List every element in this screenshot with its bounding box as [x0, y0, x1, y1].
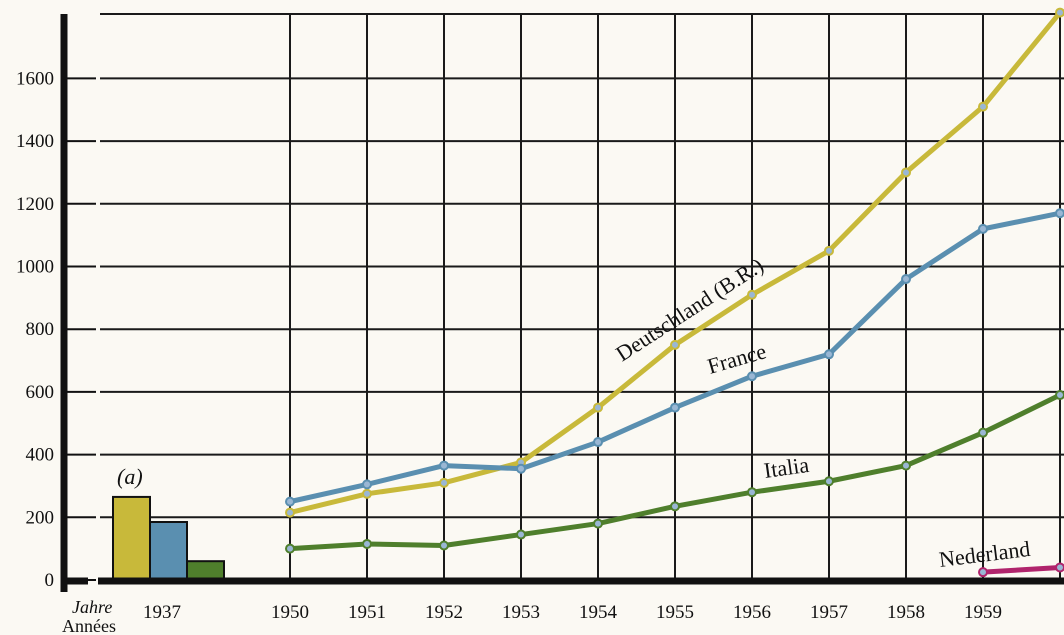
- data-point: [1055, 7, 1064, 18]
- data-point: [439, 477, 449, 488]
- series-label: Nederland: [938, 536, 1032, 572]
- x-tick-label: 1951: [348, 602, 386, 623]
- data-point: [439, 460, 449, 471]
- tick-labels: 0 200 400 600 800 1000 1200 1400 1600 1950 1951 195…: [16, 68, 1002, 623]
- data-point: [1055, 390, 1064, 401]
- data-point: [978, 101, 988, 112]
- series-lines: [285, 7, 1064, 578]
- data-point: [901, 167, 911, 178]
- data-point: [670, 402, 680, 413]
- x-tick-label: 1950: [271, 602, 309, 623]
- x-tick-1937: 1937: [143, 602, 181, 623]
- data-point: [670, 339, 680, 350]
- data-point: [516, 463, 526, 474]
- y-tick-label: 200: [26, 507, 55, 528]
- data-point: [747, 371, 757, 382]
- data-point: [285, 543, 295, 554]
- data-point: [593, 402, 603, 413]
- x-tick-label: 1954: [579, 602, 618, 623]
- x-tick-label: 1953: [502, 602, 540, 623]
- data-point: [978, 567, 988, 578]
- data-point: [824, 245, 834, 256]
- bar-1937: [149, 521, 188, 582]
- data-point: [439, 540, 449, 551]
- axis-word-bottom: Années: [62, 616, 116, 635]
- x-tick-label: 1955: [656, 602, 694, 623]
- x-tick-label: 1952: [425, 602, 463, 623]
- data-point: [516, 529, 526, 540]
- data-point: [670, 501, 680, 512]
- data-point: [362, 538, 372, 549]
- data-point: [593, 518, 603, 529]
- bar-1937: [112, 495, 151, 581]
- bar-1937: [186, 560, 225, 582]
- data-point: [362, 488, 372, 499]
- data-point: [747, 487, 757, 498]
- axes: [60, 14, 1064, 592]
- y-tick-label: 1400: [16, 131, 54, 152]
- y-tick-label: 800: [26, 319, 55, 340]
- y-tick-label: 0: [45, 570, 55, 591]
- data-point: [285, 496, 295, 507]
- data-point: [1055, 562, 1064, 573]
- y-tick-label: 400: [26, 445, 55, 466]
- x-tick-label: 1956: [733, 602, 771, 623]
- data-point: [285, 507, 295, 518]
- data-point: [1055, 208, 1064, 219]
- data-point: [978, 223, 988, 234]
- y-tick-label: 600: [26, 382, 55, 403]
- y-tick-label: 1600: [16, 68, 54, 89]
- y-tick-label: 1000: [16, 257, 54, 278]
- data-point: [747, 289, 757, 300]
- data-point: [824, 476, 834, 487]
- data-point: [978, 427, 988, 438]
- grid: [100, 13, 1064, 580]
- series-line: [980, 564, 1063, 575]
- data-point: [593, 437, 603, 448]
- axis-word-top: Jahre: [72, 597, 112, 617]
- x-tick-label: 1957: [810, 602, 848, 623]
- x-tick-label: 1959: [964, 602, 1002, 623]
- data-point: [901, 274, 911, 285]
- data-point: [362, 479, 372, 490]
- x-tick-label: 1958: [887, 602, 925, 623]
- data-point: [901, 460, 911, 471]
- series-label: Italia: [762, 452, 810, 483]
- bar-annotation: (a): [117, 464, 143, 489]
- data-point: [824, 349, 834, 360]
- y-tick-label: 1200: [16, 194, 54, 215]
- baseline-bars: [112, 495, 225, 582]
